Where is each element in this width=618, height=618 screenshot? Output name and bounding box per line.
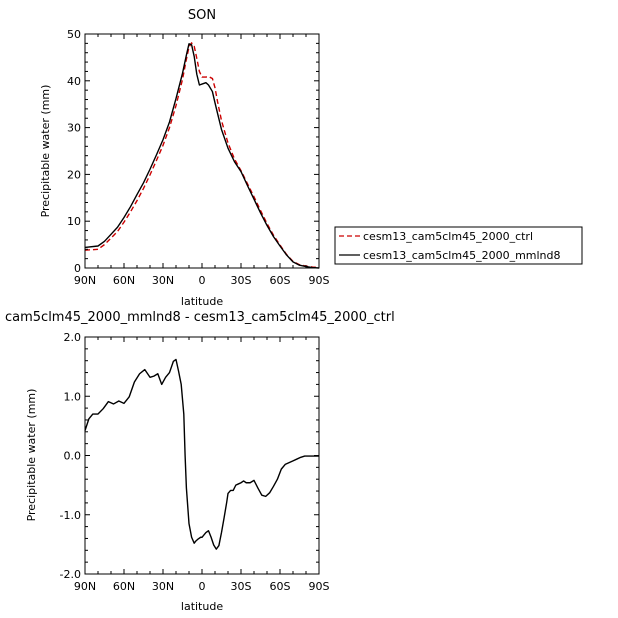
top-plot-frame [84, 33, 320, 269]
top-x-tick-label: 30S [231, 274, 252, 287]
top-y-tick-label: 40 [67, 75, 81, 88]
bottom-series-line-diff-0 [84, 358, 319, 550]
bottom-y-ticks: -2.0 -1.0 0.0 1.0 2.0 [60, 331, 319, 581]
top-y-axis-title: Precipitable water (mm) [39, 85, 52, 218]
bottom-x-tick-label: 30S [231, 580, 252, 593]
top-series-line-cesm13-cam5clm45-2000-mmlnd8 [84, 43, 320, 269]
legend-label-mmlnd8: cesm13_cam5clm45_2000_mmlnd8 [363, 249, 561, 262]
top-x-tick-label: 60N [113, 274, 135, 287]
top-x-tick-label: 90S [309, 274, 330, 287]
top-y-tick-label: 50 [67, 28, 81, 41]
bottom-plot-title: cam5clm45_2000_mmlnd8 - cesm13_cam5clm45… [5, 310, 395, 325]
bottom-y-tick-label: -2.0 [60, 568, 81, 581]
bottom-y-tick-label: 2.0 [64, 331, 82, 344]
legend-box [334, 226, 583, 265]
top-y-tick-label: 30 [67, 122, 81, 135]
bottom-series-group [84, 358, 319, 550]
bottom-x-tick-label: 90N [74, 580, 96, 593]
top-y-ticks: 0 10 20 30 40 50 [67, 28, 319, 275]
bottom-y-tick-label: -1.0 [60, 509, 81, 522]
top-plot-title: SON [188, 8, 216, 23]
legend-label-ctrl: cesm13_cam5clm45_2000_ctrl [363, 230, 533, 243]
bottom-x-tick-label: 60N [113, 580, 135, 593]
bottom-x-axis-title: latitude [181, 600, 223, 613]
bottom-x-tick-label: 30N [152, 580, 174, 593]
legend: cesm13_cam5clm45_2000_ctrl cesm13_cam5cl… [334, 226, 583, 265]
top-x-tick-label: 90N [74, 274, 96, 287]
top-x-tick-label: 0 [199, 274, 206, 287]
top-x-ticks: 90N 60N 30N 0 30S 60S 90S [74, 34, 330, 287]
top-series-group [84, 42, 320, 269]
bottom-y-axis-title: Precipitable water (mm) [25, 389, 38, 522]
top-x-tick-label: 30N [152, 274, 174, 287]
top-panel: SON 90N 60N 30N 0 30S 60S 90S 0 10 20 30 40 50 lati… [39, 8, 583, 308]
bottom-x-tick-label: 90S [309, 580, 330, 593]
top-y-tick-label: 0 [74, 262, 81, 275]
bottom-y-tick-label: 0.0 [64, 450, 82, 463]
bottom-x-ticks: 90N 60N 30N 0 30S 60S 90S [74, 337, 330, 593]
top-y-tick-label: 10 [67, 215, 81, 228]
bottom-plot-frame [84, 336, 320, 575]
top-x-tick-label: 60S [270, 274, 291, 287]
top-y-tick-label: 20 [67, 168, 81, 181]
bottom-x-tick-label: 0 [199, 580, 206, 593]
top-x-axis-title: latitude [181, 295, 223, 308]
bottom-panel: cam5clm45_2000_mmlnd8 - cesm13_cam5clm45… [5, 310, 395, 613]
bottom-y-tick-label: 1.0 [64, 390, 82, 403]
top-series-line-cesm13-cam5clm45-2000-ctrl [84, 42, 320, 269]
bottom-x-tick-label: 60S [270, 580, 291, 593]
